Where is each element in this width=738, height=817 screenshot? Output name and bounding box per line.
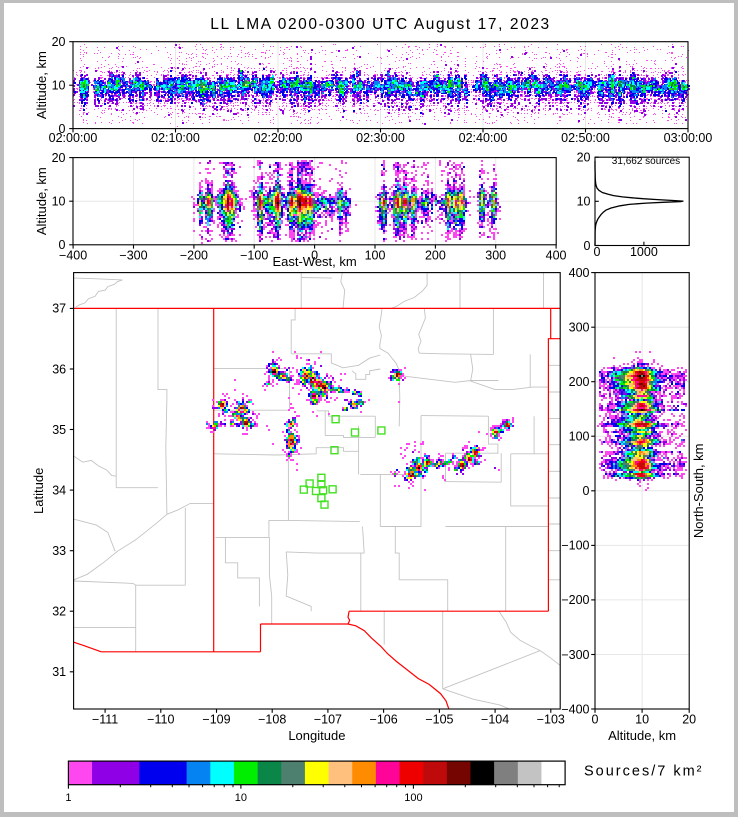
svg-text:−400: −400: [59, 248, 87, 262]
svg-text:−109: −109: [202, 712, 230, 726]
svg-text:Altitude, km: Altitude, km: [34, 167, 49, 235]
svg-text:10: 10: [635, 712, 649, 726]
svg-text:0: 0: [592, 712, 599, 726]
svg-text:32: 32: [52, 605, 66, 619]
svg-text:−100: −100: [561, 539, 589, 553]
svg-text:−100: −100: [240, 248, 268, 262]
svg-text:0: 0: [59, 122, 66, 136]
svg-text:0: 0: [311, 248, 318, 262]
svg-text:10: 10: [52, 79, 66, 93]
svg-text:300: 300: [485, 248, 506, 262]
svg-text:02:20:00: 02:20:00: [254, 131, 303, 145]
svg-text:Altitude, km: Altitude, km: [34, 51, 49, 119]
svg-text:20: 20: [682, 712, 696, 726]
svg-text:20: 20: [52, 151, 66, 165]
svg-text:Altitude, km: Altitude, km: [608, 728, 676, 743]
svg-text:−200: −200: [180, 248, 208, 262]
svg-text:−300: −300: [119, 248, 147, 262]
svg-text:35: 35: [52, 423, 66, 437]
svg-text:31: 31: [52, 665, 66, 679]
svg-text:−111: −111: [92, 712, 118, 726]
svg-text:10: 10: [235, 792, 247, 804]
svg-text:0: 0: [59, 238, 66, 252]
svg-text:−110: −110: [147, 712, 174, 726]
svg-text:−105: −105: [425, 712, 453, 726]
svg-text:400: 400: [569, 266, 590, 280]
svg-text:Latitude: Latitude: [31, 468, 46, 514]
svg-text:1: 1: [65, 792, 71, 804]
svg-text:02:00:00: 02:00:00: [49, 131, 98, 145]
svg-text:200: 200: [569, 375, 590, 389]
svg-text:100: 100: [365, 248, 386, 262]
svg-text:Sources/7 km²: Sources/7 km²: [584, 764, 703, 780]
svg-text:100: 100: [569, 430, 590, 444]
svg-text:10: 10: [577, 195, 591, 209]
svg-text:−108: −108: [258, 712, 286, 726]
svg-text:200: 200: [425, 248, 446, 262]
svg-text:37: 37: [52, 302, 66, 316]
svg-text:−106: −106: [370, 712, 398, 726]
svg-text:20: 20: [52, 35, 66, 49]
svg-text:31,662 sources: 31,662 sources: [612, 156, 680, 167]
svg-text:−400: −400: [561, 702, 589, 716]
svg-text:−300: −300: [561, 648, 589, 662]
svg-text:−104: −104: [481, 712, 509, 726]
svg-text:02:10:00: 02:10:00: [151, 131, 200, 145]
svg-text:02:50:00: 02:50:00: [561, 131, 610, 145]
svg-text:100: 100: [404, 792, 422, 804]
svg-text:0: 0: [594, 245, 601, 259]
svg-text:0: 0: [583, 484, 590, 498]
svg-text:02:30:00: 02:30:00: [356, 131, 405, 145]
svg-text:34: 34: [52, 483, 66, 497]
svg-text:03:00:00: 03:00:00: [664, 131, 713, 145]
svg-text:North-South, km: North-South, km: [691, 443, 706, 538]
svg-text:0: 0: [584, 239, 591, 253]
svg-text:East-West, km: East-West, km: [272, 254, 356, 269]
svg-text:LL LMA 0200-0300 UTC August 17: LL LMA 0200-0300 UTC August 17, 2023: [210, 16, 551, 33]
svg-text:−103: −103: [537, 712, 565, 726]
svg-text:Longitude: Longitude: [288, 728, 345, 743]
svg-text:02:40:00: 02:40:00: [459, 131, 508, 145]
svg-text:400: 400: [546, 248, 567, 262]
svg-text:20: 20: [577, 151, 591, 165]
svg-text:33: 33: [52, 544, 66, 558]
svg-text:−200: −200: [561, 593, 589, 607]
svg-text:36: 36: [52, 362, 66, 376]
svg-text:1000: 1000: [630, 245, 658, 259]
svg-text:300: 300: [569, 321, 590, 335]
svg-text:−107: −107: [314, 712, 342, 726]
svg-text:10: 10: [52, 195, 66, 209]
